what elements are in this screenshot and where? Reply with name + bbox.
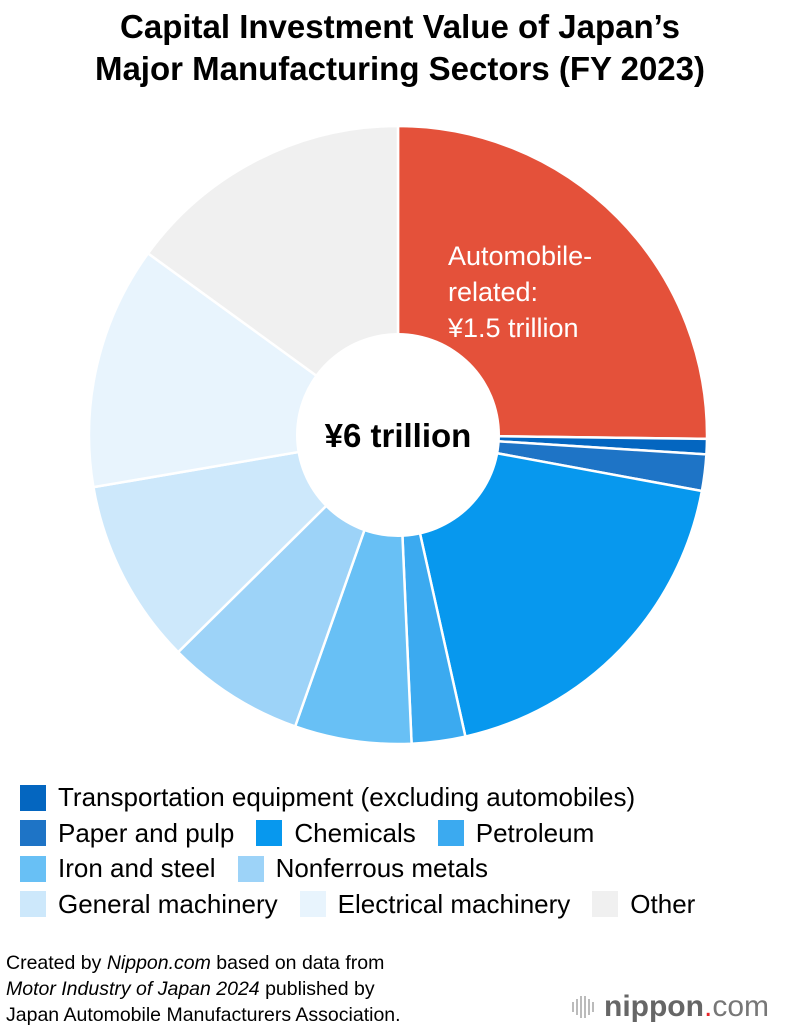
slice-label-line: ¥1.5 trillion bbox=[447, 313, 579, 343]
legend-swatch bbox=[592, 891, 619, 918]
source-note: Created by Nippon.com based on data from… bbox=[6, 950, 401, 1028]
donut-hole bbox=[296, 333, 500, 537]
source-text: Motor Industry of Japan 2024 bbox=[6, 978, 260, 1000]
legend-swatch bbox=[20, 820, 46, 847]
legend: Transportation equipment (excluding auto… bbox=[20, 780, 717, 922]
legend-label: Paper and pulp bbox=[58, 817, 235, 848]
automobile-slice-label: Automobile- related: ¥1.5 trillion bbox=[447, 241, 600, 343]
legend-item: Nonferrous metals bbox=[237, 851, 488, 887]
legend-swatch bbox=[20, 784, 46, 811]
nippon-logo: nippon. com bbox=[572, 990, 769, 1024]
source-text: Japan Automobile Manufacturers Associati… bbox=[6, 1004, 401, 1026]
legend-item: Paper and pulp bbox=[20, 816, 234, 852]
slice-chemicals bbox=[396, 433, 704, 739]
chart-title: Capital Investment Value of Japan’s Majo… bbox=[0, 6, 800, 90]
legend-label: Petroleum bbox=[475, 817, 595, 848]
donut-chart: ¥6 trillion Automobile- related: ¥1.5 tr… bbox=[87, 124, 709, 746]
source-text: Nippon.com bbox=[106, 952, 211, 974]
source-text: based on data from bbox=[210, 952, 385, 974]
slice-label-line: related: bbox=[448, 277, 538, 307]
legend-swatch bbox=[237, 855, 264, 882]
legend-swatch bbox=[299, 891, 326, 918]
legend-label: Chemicals bbox=[294, 817, 416, 848]
legend-swatch bbox=[256, 820, 283, 847]
legend-item: Chemicals bbox=[256, 816, 416, 852]
slice-automobile-related bbox=[396, 124, 709, 441]
legend-item: Other bbox=[592, 887, 695, 923]
legend-swatch bbox=[437, 820, 464, 847]
logo-name: nippon bbox=[604, 990, 704, 1023]
chart-title-line-2: Major Manufacturing Sectors (FY 2023) bbox=[94, 50, 706, 87]
logo-bars-icon bbox=[572, 996, 594, 1018]
legend-label: Transportation equipment (excluding auto… bbox=[58, 782, 636, 812]
legend-item: Transportation equipment (excluding auto… bbox=[20, 780, 635, 816]
logo-suffix: com bbox=[712, 990, 769, 1023]
legend-label: General machinery bbox=[58, 888, 278, 919]
legend-item: Petroleum bbox=[437, 816, 595, 852]
source-text: Created by bbox=[6, 952, 107, 974]
chart-title-line-1: Capital Investment Value of Japan’s bbox=[120, 8, 680, 45]
legend-swatch bbox=[20, 855, 46, 882]
center-total-label: ¥6 trillion bbox=[325, 417, 472, 454]
logo-dot: . bbox=[703, 990, 713, 1023]
legend-swatch bbox=[20, 891, 46, 918]
legend-item: Electrical machinery bbox=[299, 887, 571, 923]
source-text: published by bbox=[259, 978, 375, 1000]
legend-label: Other bbox=[630, 888, 696, 919]
legend-item: General machinery bbox=[20, 887, 278, 923]
slice-label-line: Automobile- bbox=[448, 241, 592, 271]
legend-label: Iron and steel bbox=[58, 853, 216, 883]
legend-label: Nonferrous metals bbox=[275, 853, 488, 883]
legend-item: Iron and steel bbox=[20, 851, 216, 887]
legend-label: Electrical machinery bbox=[337, 888, 571, 919]
